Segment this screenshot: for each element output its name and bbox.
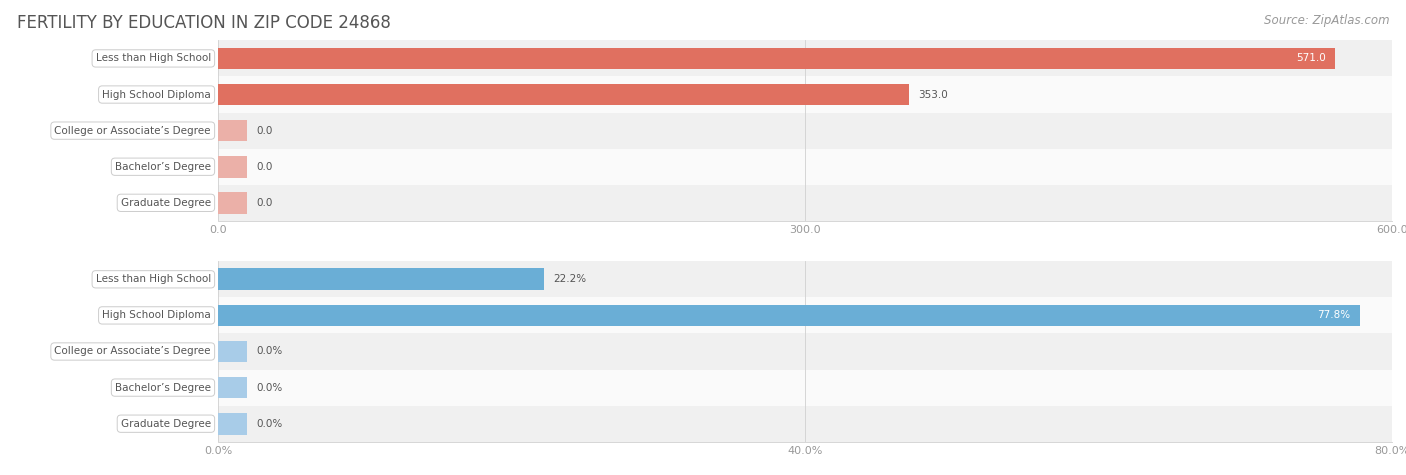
- Text: High School Diploma: High School Diploma: [103, 89, 211, 100]
- Text: High School Diploma: High School Diploma: [103, 310, 211, 321]
- Bar: [218, 413, 247, 435]
- Text: College or Associate’s Degree: College or Associate’s Degree: [55, 346, 211, 357]
- Bar: [218, 406, 1392, 442]
- Text: Graduate Degree: Graduate Degree: [121, 418, 211, 429]
- Text: 22.2%: 22.2%: [553, 274, 586, 285]
- Bar: [218, 377, 247, 399]
- Text: FERTILITY BY EDUCATION IN ZIP CODE 24868: FERTILITY BY EDUCATION IN ZIP CODE 24868: [17, 14, 391, 32]
- Bar: [218, 156, 247, 178]
- Text: Graduate Degree: Graduate Degree: [121, 198, 211, 208]
- Text: 571.0: 571.0: [1296, 53, 1326, 64]
- Bar: [218, 185, 1392, 221]
- Text: College or Associate’s Degree: College or Associate’s Degree: [55, 125, 211, 136]
- Bar: [218, 113, 1392, 149]
- Text: Bachelor’s Degree: Bachelor’s Degree: [115, 382, 211, 393]
- Text: 0.0%: 0.0%: [257, 346, 283, 357]
- Text: Less than High School: Less than High School: [96, 53, 211, 64]
- Text: 0.0: 0.0: [257, 198, 273, 208]
- Text: 0.0%: 0.0%: [257, 382, 283, 393]
- Bar: [218, 40, 1392, 76]
- Text: 0.0%: 0.0%: [257, 418, 283, 429]
- Text: Less than High School: Less than High School: [96, 274, 211, 285]
- Text: 0.0: 0.0: [257, 125, 273, 136]
- Bar: [218, 333, 1392, 370]
- Bar: [218, 76, 1392, 113]
- Bar: [218, 48, 1336, 69]
- Text: 353.0: 353.0: [918, 89, 948, 100]
- Text: Bachelor’s Degree: Bachelor’s Degree: [115, 162, 211, 172]
- Bar: [218, 304, 1360, 326]
- Text: 0.0: 0.0: [257, 162, 273, 172]
- Bar: [218, 261, 1392, 297]
- Bar: [218, 120, 247, 142]
- Text: 77.8%: 77.8%: [1317, 310, 1350, 321]
- Bar: [218, 268, 544, 290]
- Bar: [218, 341, 247, 362]
- Bar: [218, 192, 247, 214]
- Bar: [218, 297, 1392, 333]
- Bar: [218, 84, 908, 105]
- Bar: [218, 370, 1392, 406]
- Bar: [218, 149, 1392, 185]
- Text: Source: ZipAtlas.com: Source: ZipAtlas.com: [1264, 14, 1389, 27]
